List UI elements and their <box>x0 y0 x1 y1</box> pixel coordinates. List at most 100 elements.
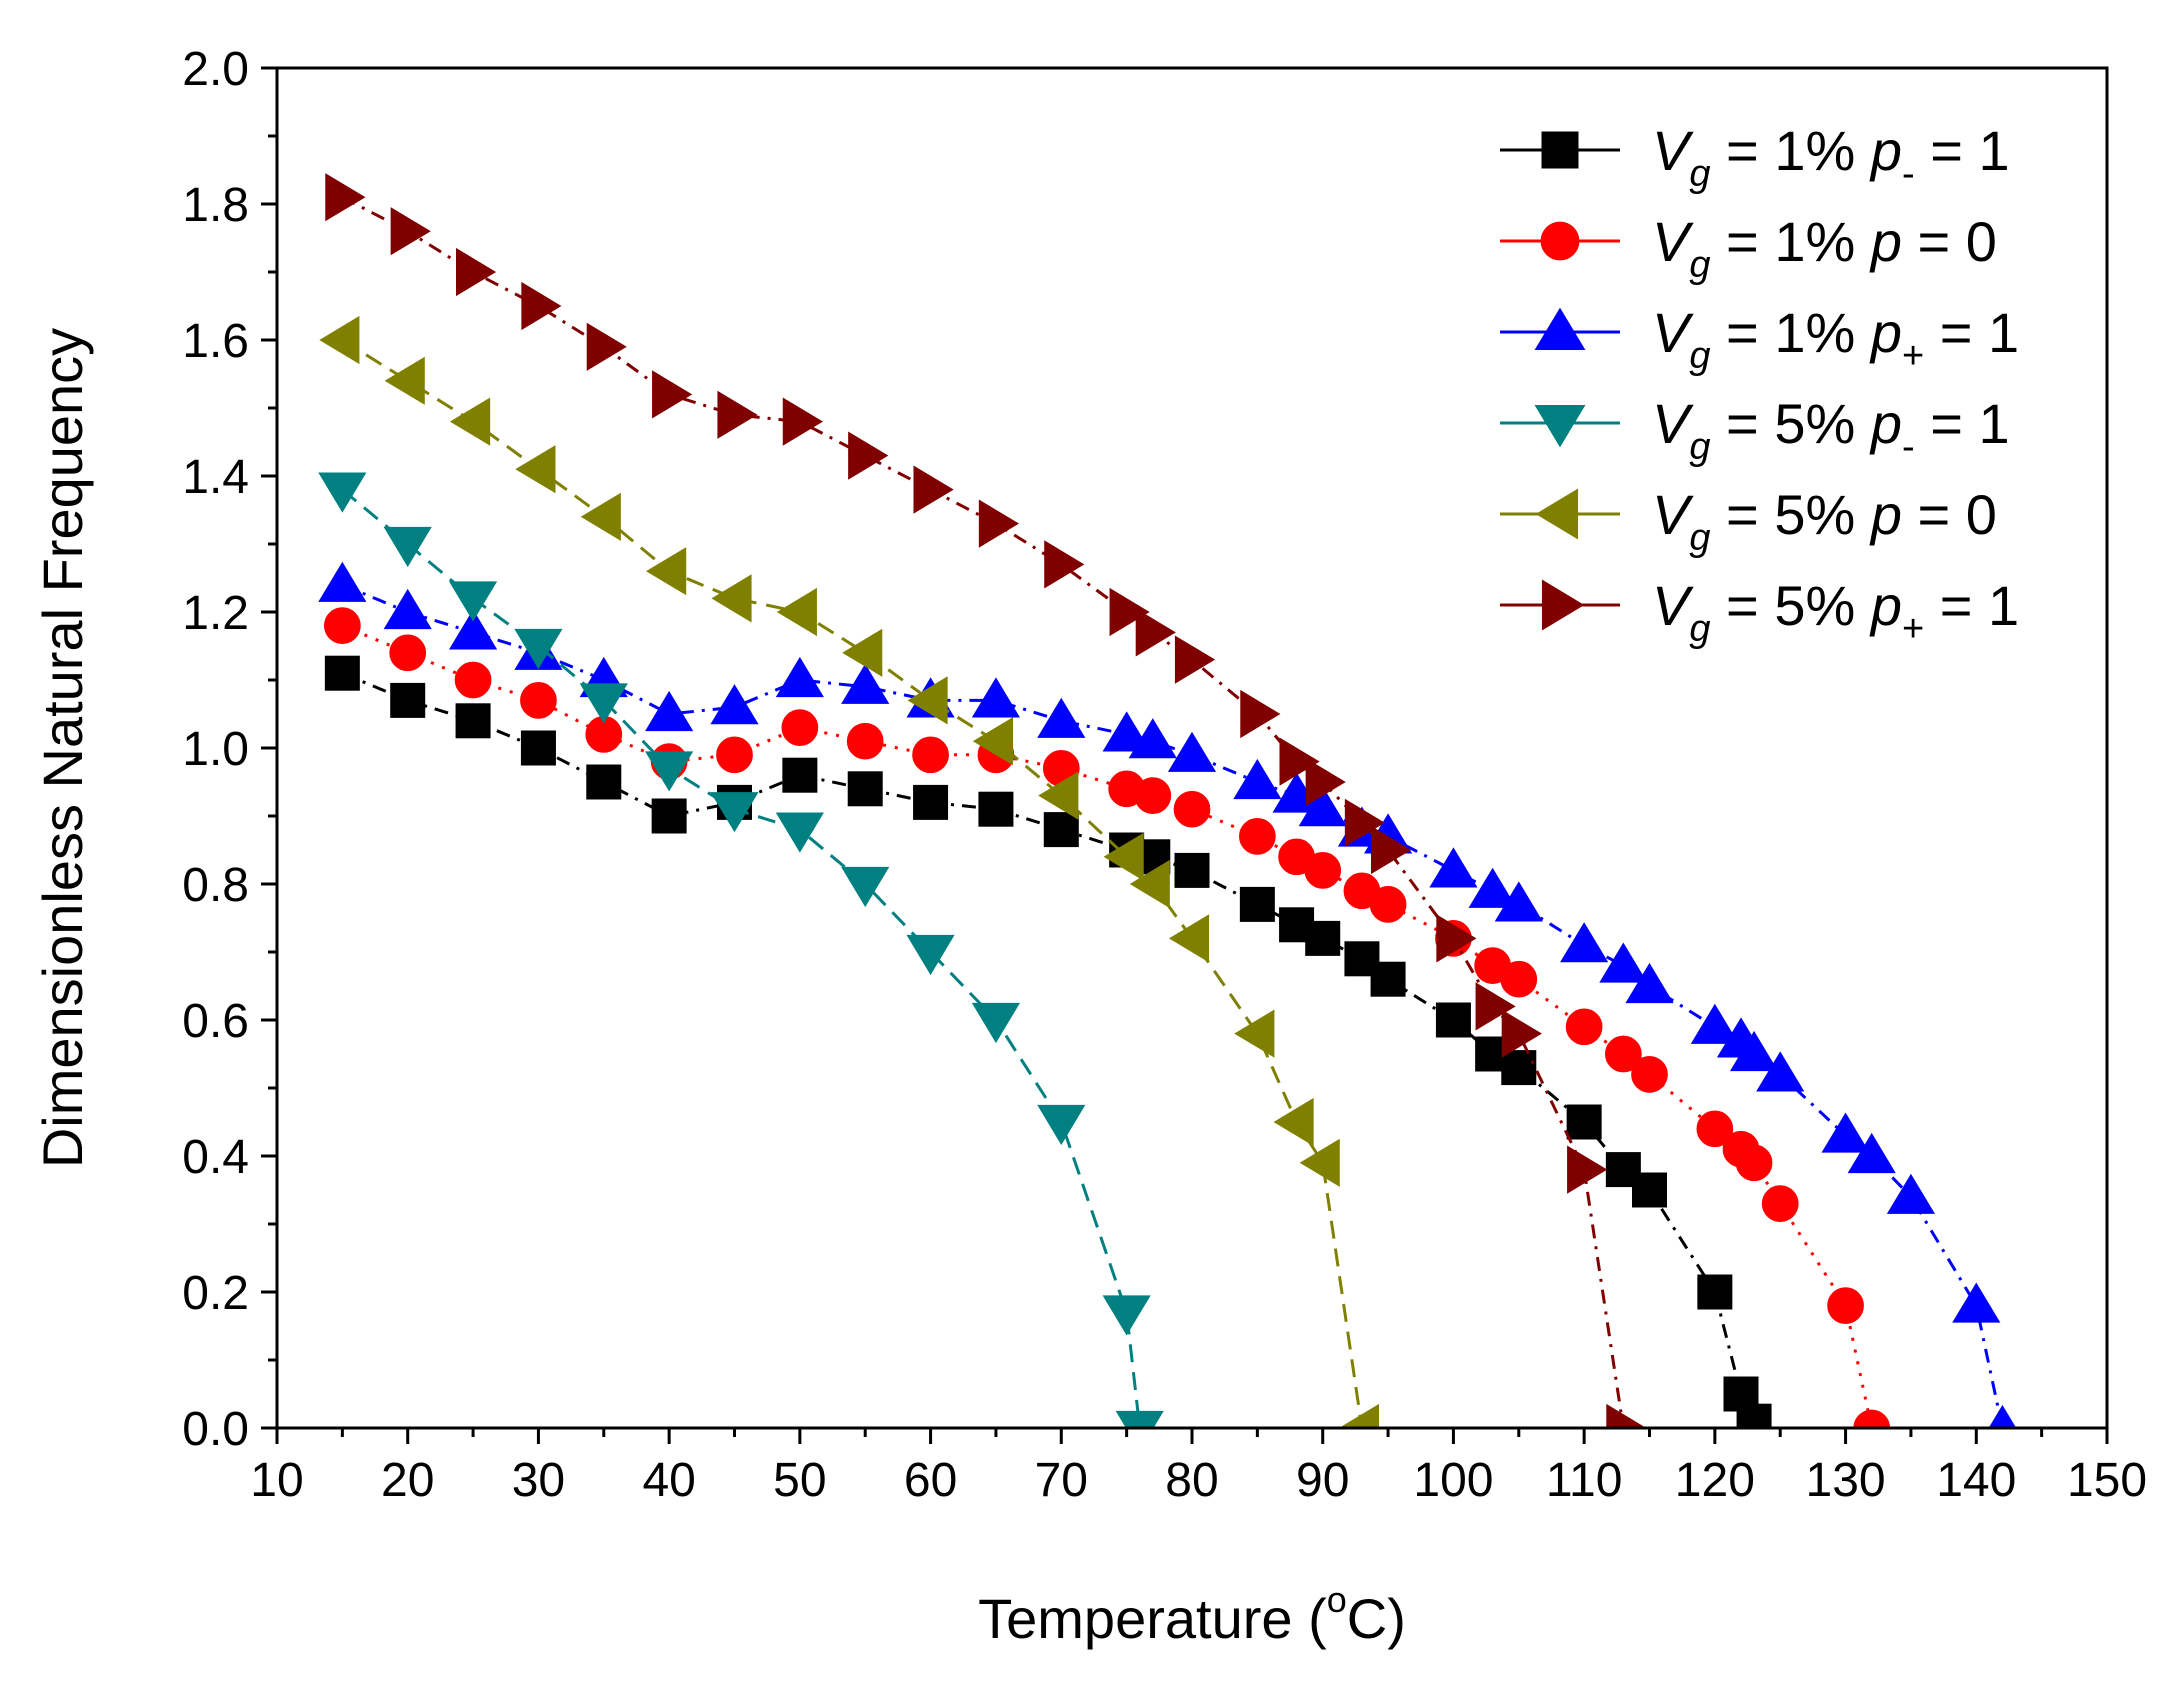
series-6 <box>325 173 1647 1428</box>
x-tick-label: 140 <box>1936 1454 2016 1507</box>
legend-percent: = 1% <box>1711 301 1871 364</box>
series-group <box>318 173 2017 1428</box>
data-point <box>586 764 622 800</box>
data-point <box>324 655 360 691</box>
x-tick-label: 80 <box>1165 1454 1218 1507</box>
data-point <box>448 581 498 622</box>
data-point <box>1344 798 1386 847</box>
data-point <box>776 587 817 637</box>
data-point <box>514 628 563 670</box>
data-point <box>454 661 492 699</box>
legend-p-sub: - <box>1902 153 1915 195</box>
data-point <box>1952 1282 2001 1323</box>
y-tick-label: 1.0 <box>182 723 249 776</box>
legend-g: g <box>1689 608 1710 650</box>
data-point <box>319 315 360 365</box>
legend-p: p <box>1869 119 1902 182</box>
data-point <box>1756 1051 1805 1092</box>
data-point <box>1273 1097 1314 1147</box>
legend-v: V <box>1652 574 1694 637</box>
x-tick-label: 60 <box>904 1454 957 1507</box>
data-point <box>449 397 491 446</box>
data-point <box>913 784 949 820</box>
legend-value: = 0 <box>1902 210 1997 273</box>
legend-item: Vg = 1% p- = 1 <box>1500 119 2010 195</box>
data-point <box>646 547 687 596</box>
data-point <box>324 607 361 644</box>
data-point <box>1305 920 1341 956</box>
data-point <box>1436 914 1477 963</box>
data-point <box>907 676 948 725</box>
data-point <box>383 588 432 630</box>
data-point <box>1234 1009 1275 1058</box>
data-point <box>645 751 694 792</box>
data-point <box>716 736 753 774</box>
data-point <box>972 717 1014 766</box>
data-point <box>390 207 431 256</box>
x-tick-label: 100 <box>1413 1454 1493 1507</box>
data-point <box>710 792 759 833</box>
legend-item: Vg = 1% p+ = 1 <box>1500 301 2019 377</box>
y-tick-label: 1.6 <box>182 315 249 368</box>
legend-value: = 1 <box>1915 392 2010 455</box>
data-point <box>1821 1112 1870 1153</box>
series-2 <box>324 607 1891 1428</box>
data-point <box>781 709 819 746</box>
data-point <box>1173 790 1211 828</box>
data-point <box>1128 718 1177 759</box>
x-axis-title-sup: o <box>1327 1579 1347 1620</box>
legend-label: Vg = 5% p+ = 1 <box>1652 574 2019 650</box>
x-tick-label: 20 <box>381 1454 434 1507</box>
data-point <box>1735 1144 1773 1182</box>
data-point <box>775 656 824 698</box>
legend-p-sub: - <box>1902 426 1915 468</box>
data-point <box>1239 818 1276 855</box>
data-point <box>1605 1035 1642 1073</box>
x-tick-label: 90 <box>1296 1454 1349 1507</box>
x-axis-title-start: Temperature ( <box>978 1587 1327 1650</box>
series-3 <box>318 561 2017 1428</box>
data-point <box>1494 881 1543 922</box>
data-point <box>1606 1403 1647 1428</box>
legend-percent: = 5% <box>1711 392 1871 455</box>
data-point <box>1305 757 1346 807</box>
data-point <box>580 492 621 541</box>
legend: Vg = 1% p- = 1Vg = 1% p = 0Vg = 1% p+ = … <box>1500 119 2019 650</box>
data-point <box>455 703 491 739</box>
legend-g: g <box>1689 244 1710 286</box>
legend-percent: = 1% <box>1711 210 1871 273</box>
data-point <box>906 934 955 976</box>
data-point <box>1690 1003 1739 1044</box>
legend-marker <box>1535 488 1579 540</box>
legend-percent: = 1% <box>1711 119 1871 182</box>
data-point <box>775 812 824 853</box>
legend-value: = 1 <box>1924 301 2019 364</box>
data-point <box>971 677 1021 718</box>
data-point <box>1103 832 1144 881</box>
x-tick-label: 40 <box>642 1454 695 1507</box>
data-point <box>520 730 556 766</box>
data-point <box>1697 1274 1733 1310</box>
legend-v: V <box>1652 210 1694 273</box>
data-point <box>1567 1145 1608 1194</box>
data-point <box>579 683 628 724</box>
data-point <box>389 634 427 672</box>
data-point <box>520 682 557 719</box>
data-point <box>971 1002 1021 1044</box>
x-tick-label: 110 <box>1546 1454 1623 1507</box>
data-point <box>1599 942 1648 983</box>
data-point <box>717 390 758 439</box>
legend-percent: = 5% <box>1711 574 1871 637</box>
x-tick-label: 10 <box>250 1454 303 1507</box>
legend-v: V <box>1652 392 1694 455</box>
legend-marker <box>1541 131 1579 169</box>
y-tick-label: 0.8 <box>182 859 249 912</box>
x-tick-label: 70 <box>1035 1454 1088 1507</box>
data-point <box>1988 1404 2017 1428</box>
data-point <box>1043 812 1079 848</box>
x-tick-label: 50 <box>773 1454 826 1507</box>
data-point <box>1500 960 1538 998</box>
legend-item: Vg = 1% p = 0 <box>1500 210 1997 286</box>
series-line <box>341 488 1142 1428</box>
